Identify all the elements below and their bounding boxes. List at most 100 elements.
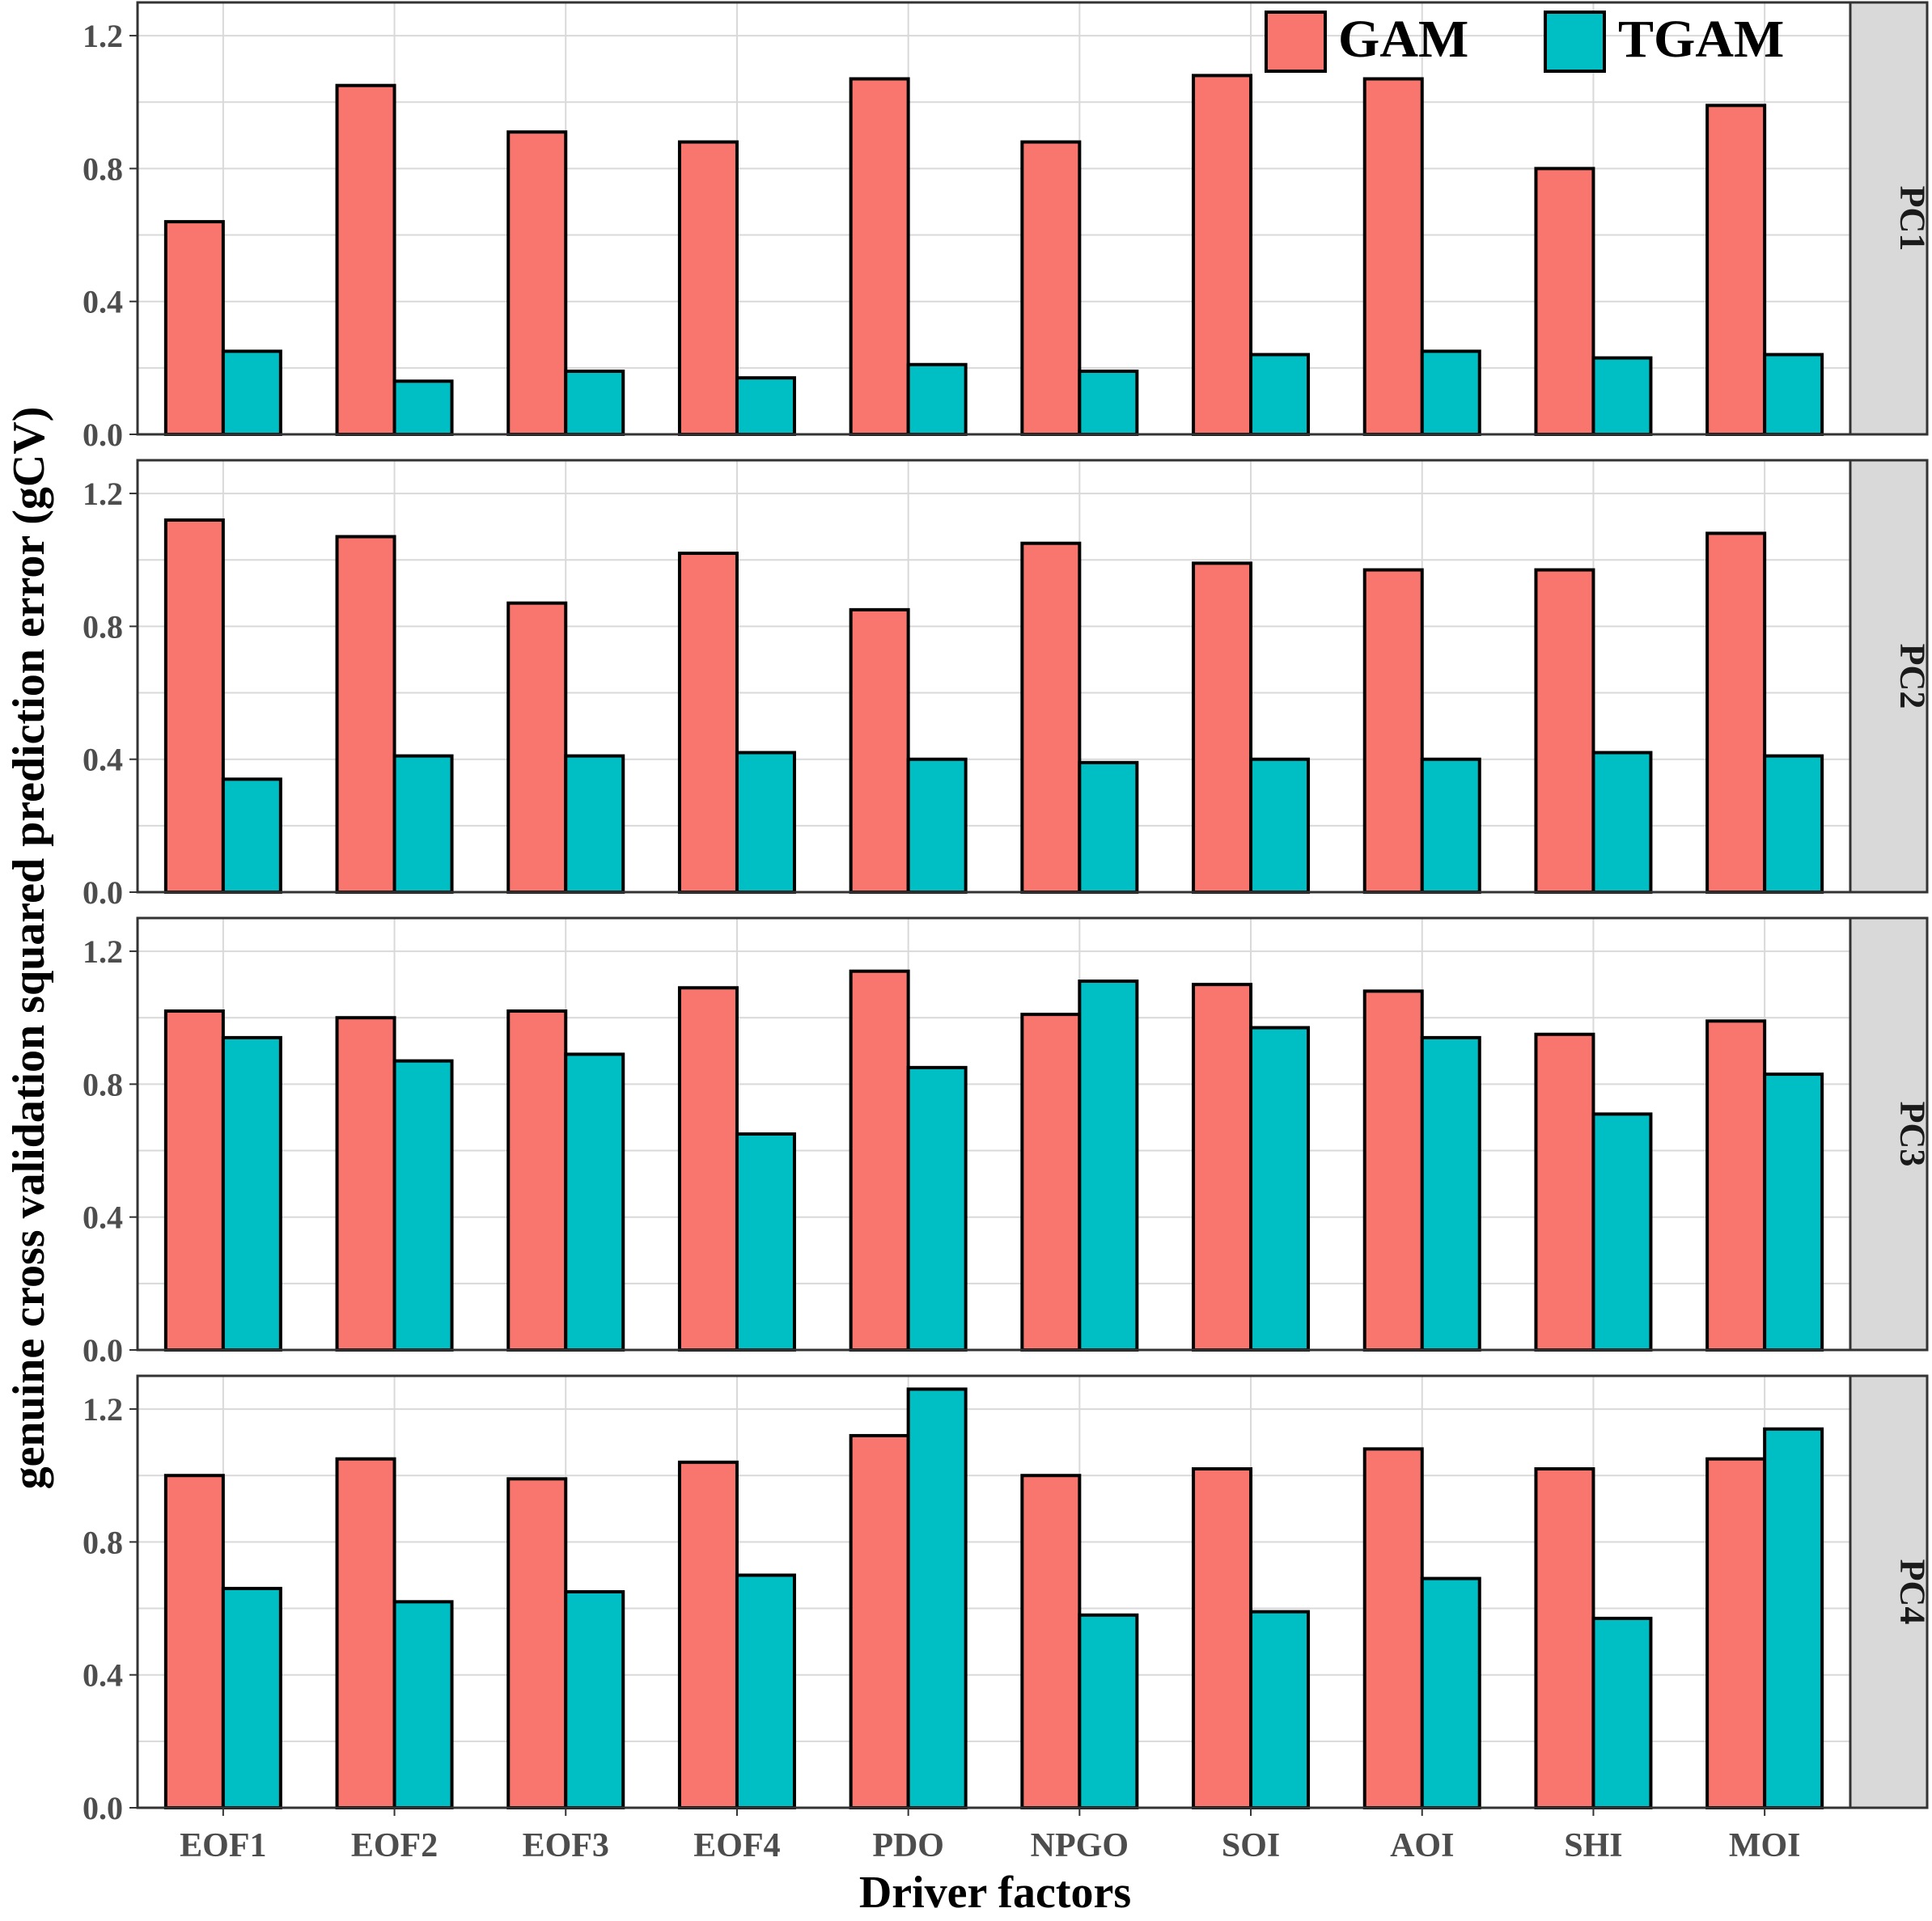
bar-tgam-moi (1763, 1073, 1824, 1352)
y-tick-label: 0.8 (83, 1524, 123, 1560)
bar-gam-eof4 (677, 552, 739, 894)
bar-gam-pdo (849, 1433, 910, 1809)
bar-tgam-eof1 (221, 1586, 282, 1810)
bar-tgam-soi (1249, 757, 1311, 895)
bar-tgam-aoi (1420, 1035, 1481, 1352)
y-tick-label: 0.4 (83, 284, 123, 320)
bar-gam-eof3 (506, 1477, 568, 1810)
bar-gam-eof3 (506, 601, 568, 895)
legend-key-tgam (1544, 11, 1606, 73)
bar-gam-shi (1534, 1032, 1595, 1352)
y-tick-label: 0.4 (83, 742, 123, 778)
facet-strip-label: PC4 (1893, 1559, 1932, 1625)
bar-gam-moi (1705, 531, 1767, 894)
bar-gam-shi (1534, 1467, 1595, 1809)
y-axis-title: genuine cross validation squared predict… (4, 407, 54, 1490)
legend-key-gam (1265, 11, 1327, 73)
bar-tgam-soi (1249, 353, 1311, 436)
facet-strip (1849, 1374, 1929, 1809)
y-tick-label: 0.8 (83, 150, 123, 187)
facet-strip-label: PC2 (1893, 644, 1932, 709)
bar-gam-aoi (1362, 1447, 1424, 1810)
bar-tgam-eof3 (564, 1590, 625, 1809)
x-tick-label-pdo: PDO (872, 1827, 944, 1864)
facet-panel-pc4: 0.0 0.4 0.8 1.2 PC4 (83, 1374, 1932, 1826)
bar-gam-eof1 (163, 1474, 225, 1809)
y-tick-label: 0.0 (83, 417, 123, 453)
y-tick-label: 1.2 (83, 1391, 123, 1428)
legend: GAM TGAM (1265, 10, 1784, 73)
bar-gam-eof2 (335, 1457, 396, 1809)
bar-gam-moi (1705, 1019, 1767, 1352)
bar-tgam-pdo (906, 1387, 968, 1809)
bar-tgam-aoi (1420, 757, 1481, 895)
bar-tgam-shi (1591, 356, 1653, 436)
bar-tgam-npgo (1078, 760, 1139, 894)
bar-gam-npgo (1020, 140, 1082, 436)
bar-gam-eof1 (163, 220, 225, 436)
x-tick-label-eof2: EOF2 (351, 1827, 438, 1864)
bar-gam-shi (1534, 167, 1595, 436)
bar-tgam-pdo (906, 1065, 968, 1352)
bar-tgam-aoi (1420, 1576, 1481, 1809)
bar-gam-eof1 (163, 518, 225, 894)
bar-gam-eof2 (335, 83, 396, 436)
bar-tgam-eof2 (392, 1600, 454, 1810)
facet-panel-pc1: 0.0 0.4 0.8 1.2 PC1 (83, 1, 1932, 453)
bar-tgam-npgo (1078, 980, 1139, 1352)
bar-gam-aoi (1362, 989, 1424, 1352)
bar-tgam-eof3 (564, 754, 625, 894)
legend-label-gam: GAM (1338, 10, 1468, 69)
bar-tgam-eof4 (735, 1132, 796, 1352)
y-tick-label: 1.2 (83, 476, 123, 512)
bar-gam-npgo (1020, 1474, 1082, 1809)
y-tick-label: 1.2 (83, 933, 123, 970)
bar-tgam-npgo (1078, 369, 1139, 437)
bar-gam-moi (1705, 1457, 1767, 1809)
bar-tgam-aoi (1420, 349, 1481, 436)
x-tick-label-eof1: EOF1 (180, 1827, 266, 1864)
x-tick-label-soi: SOI (1222, 1827, 1280, 1864)
y-tick-label: 0.0 (83, 874, 123, 911)
facet-panel-pc2: 0.0 0.4 0.8 1.2 PC2 (83, 459, 1932, 911)
bar-tgam-eof2 (392, 754, 454, 894)
facet-strip (1849, 1, 1929, 436)
bar-gam-soi (1192, 561, 1253, 894)
bar-gam-eof4 (677, 1460, 739, 1810)
facet-panel-pc3: 0.0 0.4 0.8 1.2 PC3 (83, 916, 1932, 1369)
bar-tgam-eof1 (221, 1035, 282, 1352)
bar-tgam-pdo (906, 362, 968, 436)
bar-gam-pdo (849, 77, 910, 436)
y-tick-label: 0.0 (83, 1790, 123, 1826)
x-tick-label-shi: SHI (1564, 1827, 1622, 1864)
bar-tgam-soi (1249, 1026, 1311, 1352)
y-tick-label: 0.0 (83, 1332, 123, 1369)
bar-tgam-eof4 (735, 751, 796, 894)
bar-tgam-shi (1591, 751, 1653, 894)
bar-tgam-moi (1763, 1427, 1824, 1809)
facet-strip-label: PC1 (1893, 186, 1932, 252)
bar-gam-npgo (1020, 541, 1082, 894)
y-tick-label: 0.8 (83, 608, 123, 645)
bar-tgam-soi (1249, 1610, 1311, 1809)
bar-gam-eof2 (335, 1016, 396, 1352)
bar-tgam-eof2 (392, 379, 454, 436)
legend-label-tgam: TGAM (1618, 10, 1784, 69)
y-tick-label: 1.2 (83, 18, 123, 54)
bar-gam-pdo (849, 969, 910, 1352)
bar-gam-aoi (1362, 77, 1424, 436)
x-tick-label-eof4: EOF4 (693, 1827, 780, 1864)
x-tick-label-moi: MOI (1729, 1827, 1801, 1864)
bar-gam-soi (1192, 1467, 1253, 1809)
x-tick-label-aoi: AOI (1390, 1827, 1454, 1864)
bar-tgam-npgo (1078, 1613, 1139, 1810)
x-tick-label-npgo: NPGO (1031, 1827, 1129, 1864)
bar-gam-eof3 (506, 130, 568, 436)
bar-gam-pdo (849, 607, 910, 894)
x-axis-title: Driver factors (859, 1868, 1131, 1918)
bar-tgam-eof4 (735, 376, 796, 436)
bar-tgam-eof4 (735, 1573, 796, 1809)
bar-tgam-eof3 (564, 1052, 625, 1352)
bar-tgam-eof1 (221, 349, 282, 436)
